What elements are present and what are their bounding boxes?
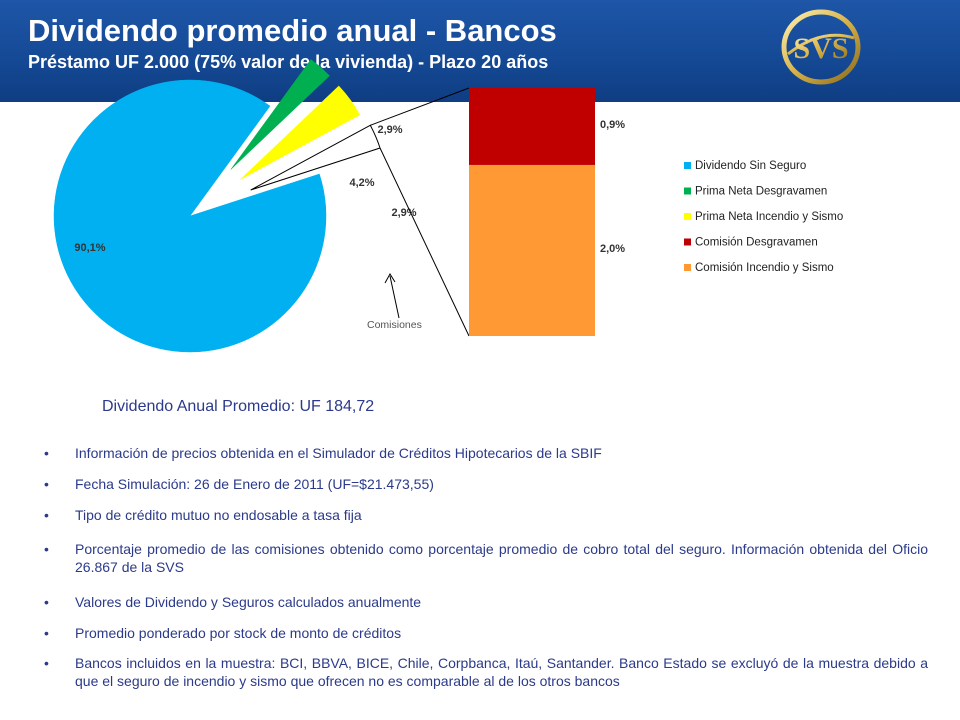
pie-slice-dividendo-sin-seguro: [53, 79, 327, 353]
connector-top: [370, 87, 470, 126]
logo-text: SVS: [793, 32, 848, 65]
note-text: Porcentaje promedio de las comisiones ob…: [75, 541, 928, 575]
bar-segment-comision-incendio-y-sismo: [469, 164, 595, 336]
note-item: • Porcentaje promedio de las comisiones o…: [44, 540, 928, 576]
note-text: Fecha Simulación: 26 de Enero de 2011 (U…: [75, 476, 434, 492]
bullet-icon: •: [44, 655, 49, 671]
connector-bottom: [379, 147, 470, 337]
note-text: Bancos incluidos en la muestra: BCI, BBV…: [75, 655, 928, 689]
legend-swatch-comision-desgravamen: [684, 238, 691, 246]
pie-slice-prima-neta-incendio-y-sismo: [240, 85, 361, 180]
bar-segment-comision-desgravamen: [469, 88, 595, 165]
legend: Dividendo Sin Seguro Prima Neta Desgravam…: [684, 160, 843, 274]
slide-subtitle: Préstamo UF 2.000 (75% valor de la vivie…: [28, 52, 549, 72]
bar-label-comision-incendio-y-sismo: 2,0%: [600, 243, 625, 255]
pie-label-dividendo-sin-seguro: 90,1%: [74, 242, 105, 254]
bullet-icon: •: [44, 625, 49, 641]
legend-label-prima-neta-desgravamen: Prima Neta Desgravamen: [695, 186, 827, 198]
note-item: • Valores de Dividendo y Seguros calculad…: [44, 593, 928, 611]
pie-slice-prima-neta-desgravamen: [230, 59, 330, 170]
note-item: • Tipo de crédito mutuo no endosable a ta…: [44, 506, 928, 524]
pie-label-prima-neta-desgravamen: 2,9%: [377, 124, 402, 136]
legend-swatch-dividendo-sin-seguro: [684, 162, 691, 169]
connector-lines: [370, 87, 470, 337]
annotation-label: Comisiones: [367, 319, 422, 331]
bar-label-comision-desgravamen: 0,9%: [600, 119, 625, 131]
comisiones-annotation: Comisiones: [367, 273, 422, 331]
slide-title: Dividendo promedio anual - Bancos: [28, 13, 557, 48]
note-item: • Fecha Simulación: 26 de Enero de 2011 (…: [44, 475, 928, 493]
comisiones-stacked-bar: 0,9% 2,0%: [469, 88, 625, 336]
bullet-icon: •: [44, 476, 49, 492]
bullet-icon: •: [44, 507, 49, 523]
annotation-arrowhead: [384, 273, 396, 284]
annotation-arrow: [389, 275, 400, 319]
legend-label-comision-incendio-y-sismo: Comisión Incendio y Sismo: [695, 262, 834, 274]
annual-dividend-summary: Dividendo Anual Promedio: UF 184,72: [102, 398, 375, 415]
note-item: • Promedio ponderado por stock de monto d…: [44, 624, 928, 642]
legend-label-prima-neta-incendio-y-sismo: Prima Neta Incendio y Sismo: [695, 211, 843, 223]
legend-label-comision-desgravamen: Comisión Desgravamen: [695, 237, 818, 249]
note-item: • Información de precios obtenida en el S…: [44, 444, 928, 462]
legend-swatch-prima-neta-incendio-y-sismo: [684, 213, 691, 220]
bullet-icon: •: [44, 594, 49, 610]
legend-label-dividendo-sin-seguro: Dividendo Sin Seguro: [695, 160, 806, 172]
pie-label-prima-neta-incendio-y-sismo: 4,2%: [349, 177, 374, 189]
pie: 90,1% 2,9% 4,2% 2,9%: [53, 59, 417, 353]
svs-logo: SVS: [781, 9, 861, 85]
legend-swatch-prima-neta-desgravamen: [684, 187, 691, 195]
note-text: Promedio ponderado por stock de monto de…: [75, 625, 402, 641]
pie-label-comisiones: 2,9%: [391, 207, 416, 219]
note-text: Información de precios obtenida en el Si…: [75, 445, 602, 461]
legend-swatch-comision-incendio-y-sismo: [684, 264, 691, 271]
note-text: Valores de Dividendo y Seguros calculado…: [75, 594, 422, 610]
bullet-icon: •: [44, 445, 49, 461]
bullet-icon: •: [44, 541, 49, 557]
note-text: Tipo de crédito mutuo no endosable a tas…: [75, 507, 362, 523]
note-item: • Bancos incluidos en la muestra: BCI, BB…: [44, 654, 928, 690]
